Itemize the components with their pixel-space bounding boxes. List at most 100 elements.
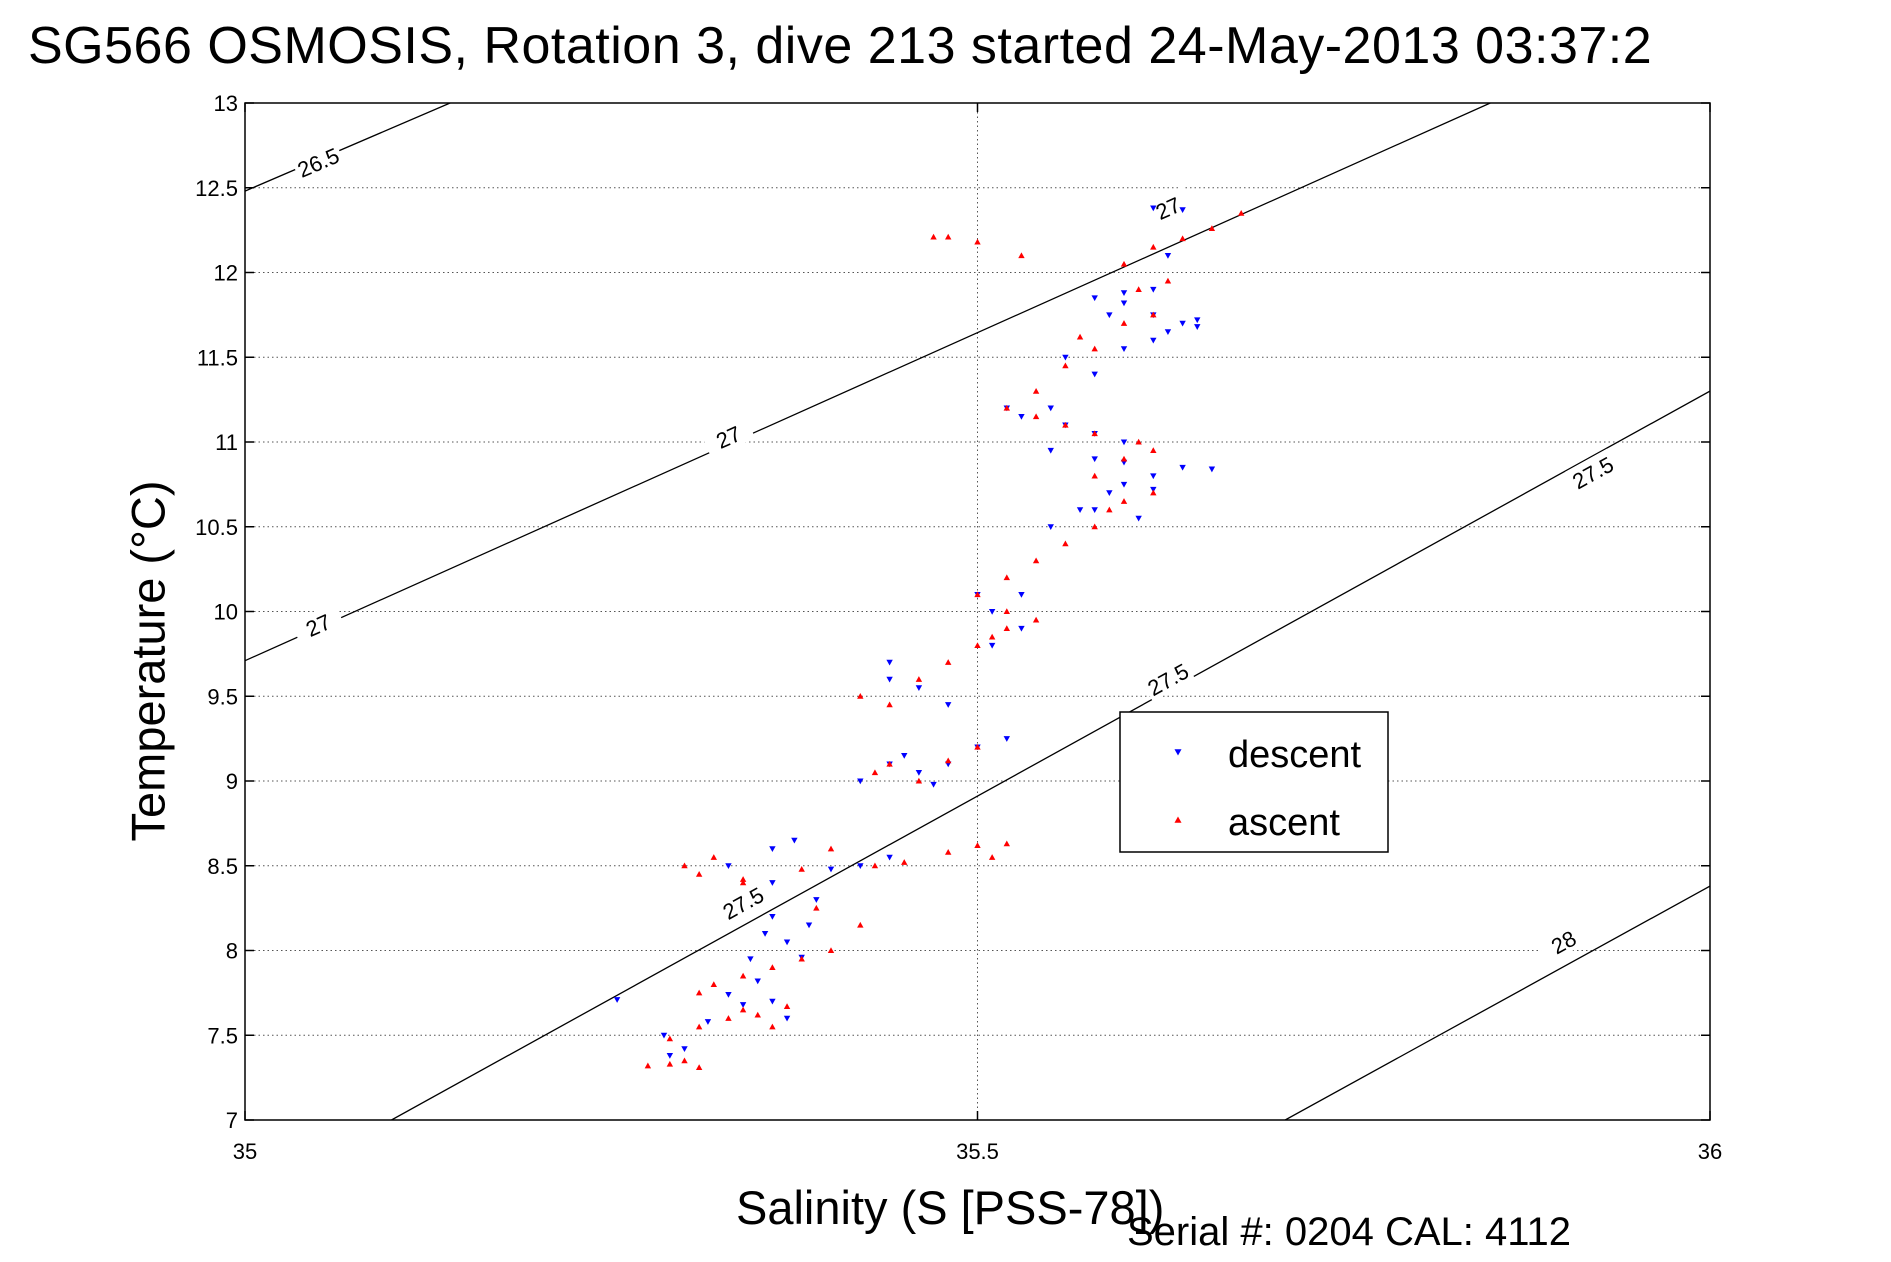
legend-marker-ascent: [1174, 816, 1182, 823]
ascent-point: [1164, 277, 1172, 284]
descent-point: [791, 837, 798, 844]
ascent-point: [886, 760, 893, 767]
contour-label-bg: [1535, 918, 1591, 965]
contour-label: 27: [1140, 185, 1195, 229]
descent-point: [1091, 295, 1098, 302]
descent-point: [681, 1046, 688, 1053]
descent-point: [1135, 515, 1142, 522]
ascent-point: [739, 1006, 747, 1013]
contour-label-bg: [290, 139, 345, 183]
ascent-point: [1120, 498, 1128, 504]
descent-point: [857, 863, 864, 869]
ascent-point: [857, 921, 864, 928]
y-tick-label: 10.5: [195, 515, 238, 540]
ascent-point: [1150, 447, 1157, 454]
density-contour-line: [1284, 885, 1710, 1120]
ascent-point: [1003, 404, 1010, 411]
ascent-point: [1018, 252, 1025, 259]
descent-point: [725, 992, 732, 998]
ascent-point: [1003, 840, 1010, 847]
ascent-point: [871, 862, 879, 869]
density-contour-line: [245, 103, 451, 192]
ascent-point: [945, 659, 952, 665]
ascent-point: [1091, 523, 1098, 530]
descent-point: [1208, 466, 1216, 473]
ascent-point: [827, 845, 835, 852]
ascent-point: [871, 769, 879, 776]
descent-point: [886, 854, 893, 861]
descent-point: [783, 939, 791, 946]
descent-point: [1179, 464, 1186, 471]
ascent-point: [915, 676, 923, 682]
descent-point: [1062, 354, 1069, 361]
descent-point: [761, 930, 769, 937]
legend-label-descent: descent: [1228, 734, 1362, 776]
descent-point: [1018, 591, 1025, 598]
y-tick-label: 8: [226, 939, 238, 964]
descent-point: [945, 702, 952, 708]
ascent-point: [681, 862, 688, 869]
descent-point: [915, 769, 923, 776]
y-tick-label: 9.5: [207, 684, 238, 709]
contour-label-text: 26.5: [294, 143, 343, 183]
legend-label-ascent: ascent: [1228, 802, 1340, 844]
ascent-point: [666, 1035, 674, 1042]
descent-point: [988, 642, 996, 649]
ascent-point: [739, 876, 747, 882]
ascent-point: [695, 989, 703, 996]
ascent-point: [1062, 540, 1069, 547]
descent-point: [1091, 507, 1098, 513]
ascent-point: [769, 964, 776, 971]
ascent-point: [915, 777, 923, 784]
ascent-point: [901, 859, 908, 865]
ascent-point: [827, 947, 835, 954]
descent-point: [1003, 736, 1010, 742]
ascent-point: [695, 871, 703, 877]
descent-point: [1164, 252, 1172, 259]
ascent-point: [725, 1015, 732, 1021]
ascent-point: [710, 854, 717, 860]
descent-point: [805, 922, 813, 929]
ascent-point: [695, 1023, 703, 1030]
descent-point: [747, 956, 754, 963]
ascent-point: [974, 743, 981, 750]
descent-point: [1106, 490, 1113, 497]
legend-marker-descent: [1174, 749, 1182, 756]
descent-point: [901, 753, 908, 759]
descent-point: [704, 1019, 712, 1025]
contour-label: 27.5: [1140, 655, 1195, 702]
ascent-point: [1179, 235, 1186, 242]
descent-point: [1047, 405, 1054, 412]
descent-point: [1150, 337, 1157, 344]
descent-point: [1047, 524, 1054, 530]
ascent-point: [1135, 286, 1142, 293]
ascent-point: [857, 693, 864, 699]
contour-label-bg: [700, 414, 756, 458]
ascent-point: [710, 981, 717, 987]
axis-ticks: 35 35.5 36 7 7.5 8 8.5 9 9.5 10 10.5 11 11.5 12 12.5 13: [195, 91, 1722, 1164]
ascent-point: [930, 233, 937, 240]
contour-label: 27: [290, 602, 346, 646]
ascent-point: [739, 972, 747, 979]
y-tick-label: 12: [214, 261, 238, 286]
ascent-point: [1091, 430, 1098, 437]
descent-point: [1164, 329, 1172, 336]
descent-point: [988, 608, 996, 615]
ascent-point: [1106, 506, 1113, 513]
descent-point: [739, 1002, 747, 1008]
ascent-point: [974, 238, 981, 245]
legend: descent ascent: [1119, 711, 1389, 853]
ascent-point: [1032, 413, 1040, 420]
contour-label-bg: [290, 602, 346, 646]
ascent-point: [1032, 387, 1040, 394]
ascent-point: [1003, 625, 1010, 632]
ascent-point: [1032, 557, 1040, 564]
ascent-point: [783, 1003, 791, 1009]
ascent-point: [1120, 455, 1128, 462]
contour-label-bg: [715, 879, 770, 926]
ascent-point: [1091, 345, 1098, 352]
descent-point: [725, 863, 732, 869]
descent-point: [666, 1053, 674, 1059]
descent-point: [857, 778, 864, 785]
